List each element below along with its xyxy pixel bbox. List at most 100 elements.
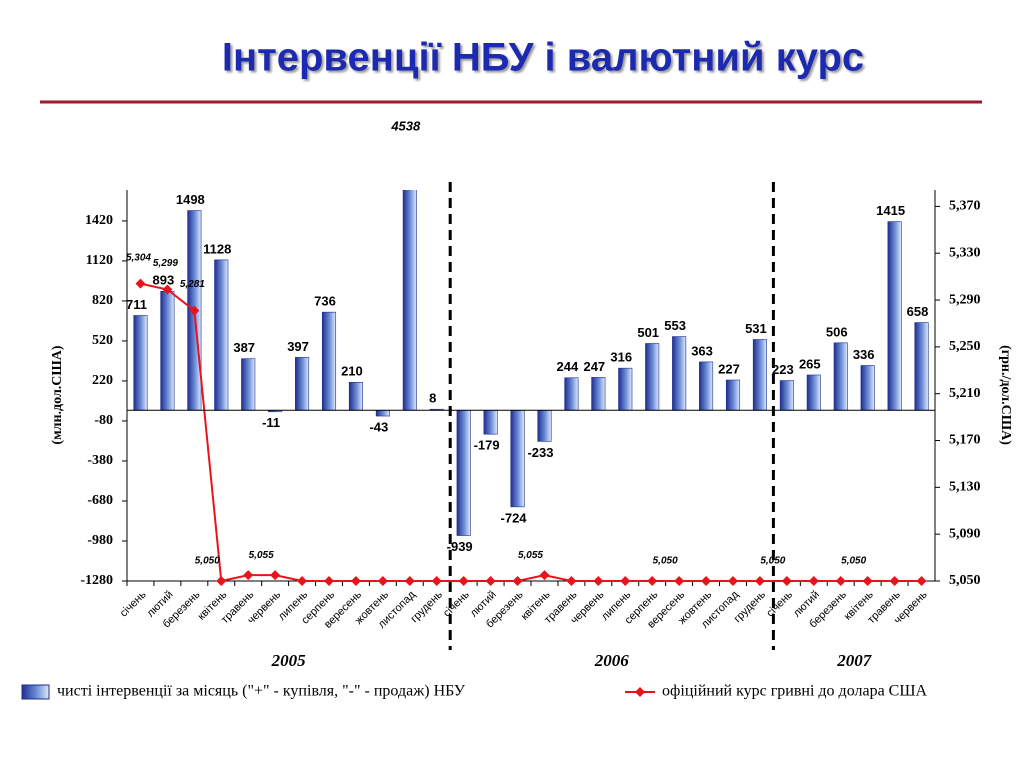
rate-marker [835, 576, 846, 586]
rate-marker [135, 278, 146, 289]
y2-tick-label: 5,130 [949, 480, 981, 495]
rate-value-label: 5,055 [518, 550, 543, 561]
bar [456, 410, 471, 536]
bar-value-label: 363 [691, 343, 713, 358]
rate-marker [404, 576, 415, 586]
bar-value-label: 506 [826, 324, 848, 339]
bar [752, 339, 767, 411]
bar [241, 358, 256, 411]
rate-marker [270, 570, 281, 581]
bar-value-label: 531 [745, 321, 767, 336]
bar [672, 336, 687, 411]
bar-value-label: 223 [772, 362, 794, 377]
bar [645, 343, 660, 411]
bar [779, 380, 794, 411]
bar-value-label: 736 [314, 294, 336, 309]
y2-tick-label: 5,170 [949, 433, 981, 448]
rate-marker [754, 576, 765, 586]
y-tick-label: 1420 [85, 213, 113, 228]
bar [375, 410, 390, 417]
rate-line [140, 282, 922, 583]
y-axis-label: (млн.дол.США) [50, 345, 65, 444]
bar-value-label: 387 [233, 340, 255, 355]
rate-value-label: 5,050 [760, 556, 785, 567]
bar [160, 290, 175, 411]
bar [348, 381, 363, 411]
bar [483, 410, 498, 435]
rate-marker [620, 576, 631, 586]
bar [133, 315, 148, 411]
rate-marker [324, 576, 334, 586]
bar-value-label: 501 [637, 325, 659, 340]
y-tick-label: -380 [87, 453, 113, 468]
rate-value-label: 5,055 [249, 550, 274, 561]
bar [887, 221, 902, 411]
rate-value-label: 5,304 [126, 252, 151, 263]
rate-value-label: 5,281 [180, 279, 205, 290]
y-tick-label: -1280 [80, 573, 113, 588]
year-label: 2007 [836, 651, 873, 670]
rate-value-label: 5,050 [653, 556, 678, 567]
bar-value-label: -939 [447, 539, 473, 554]
rate-marker [862, 576, 873, 586]
y-tick-label: 220 [92, 373, 113, 388]
bar [914, 322, 929, 411]
bar [214, 259, 229, 411]
bar-value-label: 553 [664, 318, 686, 333]
rate-marker [808, 576, 819, 586]
rate-marker [889, 576, 900, 586]
legend-label: чисті інтервенції за місяць ("+" - купів… [57, 683, 466, 700]
legend-label: офіційний курс гривні до долара США [662, 683, 927, 700]
bar-value-label: 893 [153, 273, 175, 288]
bar [699, 361, 714, 411]
bar-value-label: -233 [527, 445, 553, 460]
y2-tick-label: 5,050 [949, 573, 981, 588]
chart-title: Інтервенції НБУ і валютний курс [222, 36, 864, 80]
rate-marker [216, 576, 227, 586]
rate-value-label: 5,299 [153, 258, 178, 269]
rate-marker [458, 576, 469, 586]
y2-tick-label: 5,290 [949, 292, 981, 307]
bar-value-label: 658 [907, 304, 929, 319]
rate-value-label: 5,050 [841, 556, 866, 567]
bar-value-label: 8 [429, 391, 436, 406]
bar [618, 367, 633, 411]
year-label: 2006 [594, 651, 630, 670]
y2-tick-label: 5,250 [949, 339, 981, 354]
rate-marker [243, 570, 254, 581]
bar [510, 410, 525, 508]
bar-value-label: 711 [126, 297, 147, 312]
rate-marker [916, 576, 927, 586]
rate-marker [485, 576, 496, 586]
rate-marker [701, 576, 712, 586]
rate-marker [162, 284, 173, 295]
bar-value-label: 265 [799, 356, 821, 371]
y-tick-label: 520 [92, 333, 113, 348]
bar [564, 377, 579, 411]
bar-value-label: -724 [501, 510, 528, 525]
y-tick-label: -680 [87, 493, 113, 508]
bar [537, 410, 552, 442]
x-tick-label: січень [118, 589, 149, 620]
y2-tick-label: 5,090 [949, 526, 981, 541]
bar-value-label: 1498 [176, 192, 205, 207]
rate-value-label: 5,050 [195, 556, 220, 567]
bar-value-label: -179 [474, 438, 500, 453]
bar-value-label: -43 [369, 419, 388, 434]
rate-marker [566, 576, 577, 586]
rate-marker [593, 576, 604, 586]
legend-marker [635, 687, 645, 697]
bar [806, 374, 821, 411]
y-tick-label: -80 [94, 413, 113, 428]
rate-marker [512, 576, 523, 586]
rate-marker [431, 576, 442, 586]
bar [591, 377, 606, 411]
x-tick-label: січень [764, 589, 795, 620]
bar-value-label: -11 [262, 415, 280, 430]
y2-tick-label: 5,370 [949, 199, 981, 214]
rate-marker [189, 305, 200, 316]
bar [833, 342, 848, 411]
y2-axis-label: (грн./дол.США) [998, 345, 1013, 445]
bar-value-label: 336 [853, 347, 875, 362]
